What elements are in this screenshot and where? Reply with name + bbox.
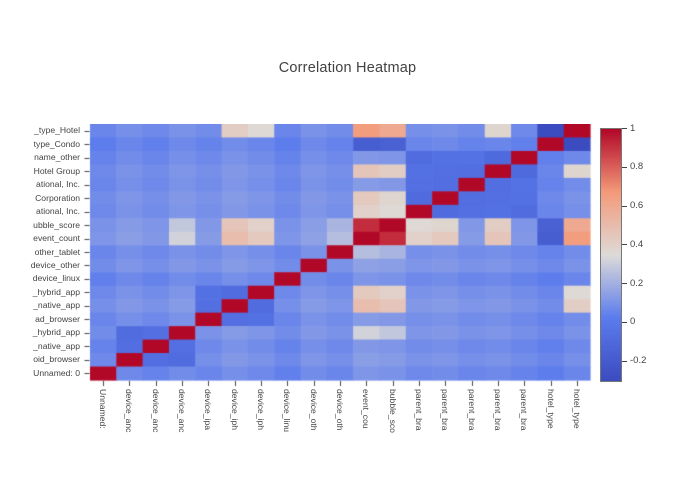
heatmap-canvas[interactable] — [84, 124, 596, 387]
x-axis-label: hotel_type — [571, 389, 581, 429]
x-axis-label: device_linu — [282, 389, 292, 432]
y-axis-label: device_other — [30, 260, 80, 270]
y-axis-label: name_other — [34, 153, 80, 163]
y-axis-label: _hybrid_app — [32, 328, 80, 338]
colorbar-tick-label: 0.6 — [630, 200, 644, 211]
colorbar-tick-label: 0.2 — [630, 278, 644, 289]
y-axis-label: Corporation — [35, 193, 80, 203]
x-axis-label: device_iph — [256, 389, 266, 431]
x-axis-label: device_iph — [229, 389, 239, 431]
y-axis-label: ational, Inc. — [36, 180, 80, 190]
x-axis-label: device_ipa — [203, 389, 213, 431]
x-axis-label: parent_bra — [519, 389, 529, 431]
colorbar-tick-label: 1 — [630, 123, 636, 134]
y-axis-label: _type_Hotel — [34, 126, 80, 136]
colorbar-tick-label: 0.4 — [630, 239, 644, 250]
colorbar-tick-mark — [622, 322, 627, 323]
y-axis-label: ad_browser — [35, 314, 80, 324]
x-axis-label: device_anc — [177, 389, 187, 433]
x-axis-label: bubble_sco — [387, 389, 397, 433]
x-axis-label: parent_bra — [440, 389, 450, 431]
y-axis-label: _native_app — [33, 341, 80, 351]
colorbar — [600, 128, 622, 382]
y-axis-label: _native_app — [33, 301, 80, 311]
x-axis-label: device_anc — [150, 389, 160, 433]
x-axis-label: parent_bra — [466, 389, 476, 431]
y-axis-label: type_Condo — [33, 139, 80, 149]
x-axis-label: parent_bra — [413, 389, 423, 431]
colorbar-tick-mark — [622, 244, 627, 245]
y-axis-label: other_tablet — [34, 247, 80, 257]
colorbar-tick-mark — [622, 283, 627, 284]
x-axis-label: device_anc — [124, 389, 134, 433]
x-axis-label: parent_bra — [492, 389, 502, 431]
y-axis-label: Hotel Group — [33, 166, 80, 176]
colorbar-tick-mark — [622, 128, 627, 129]
x-axis-label: event_cou — [361, 389, 371, 429]
y-axis-label: device_linux — [32, 274, 80, 284]
x-axis-label: device_oth — [335, 389, 344, 431]
y-axis-label: oid_browser — [33, 355, 80, 365]
y-axis-label: ubble_score — [33, 220, 80, 230]
colorbar-tick-mark — [622, 206, 627, 207]
colorbar-tick-label: -0.2 — [630, 355, 647, 366]
x-axis-label: Unnamed: — [98, 389, 108, 429]
colorbar-tick-mark — [622, 167, 627, 168]
x-axis-label: hotel_type — [545, 389, 555, 429]
y-axis-label: _hybrid_app — [32, 287, 80, 297]
x-axis-label: device_oth — [308, 389, 318, 431]
chart-title: Correlation Heatmap — [278, 60, 417, 76]
colorbar-tick-mark — [622, 361, 627, 362]
y-axis-label: ational, Inc. — [36, 207, 80, 217]
y-axis-label: Unnamed: 0 — [33, 368, 80, 378]
colorbar-tick-label: 0 — [630, 316, 636, 327]
colorbar-tick-label: 0.8 — [630, 161, 644, 172]
y-axis-label: event_count — [33, 234, 80, 244]
